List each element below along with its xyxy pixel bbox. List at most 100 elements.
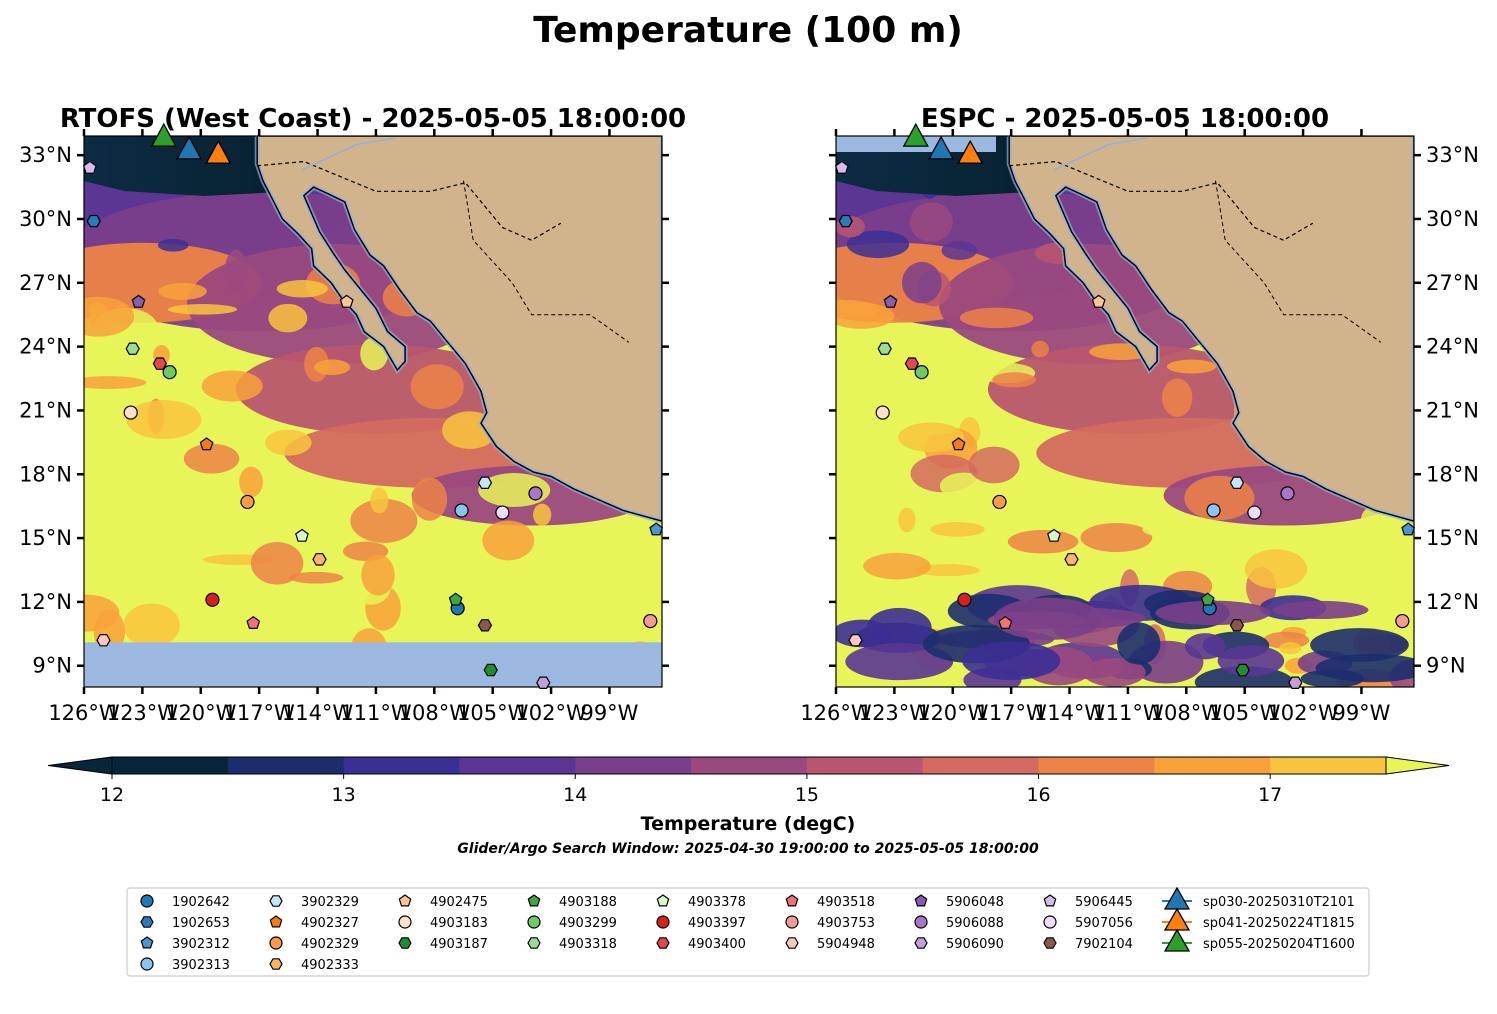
colorbar-tick-label: 14: [563, 784, 587, 806]
float-marker-3902329: [1229, 476, 1245, 489]
legend-label: 1902653: [172, 916, 230, 931]
lon-tick-label: 102°W: [515, 701, 587, 725]
float-marker-5904948: [848, 634, 863, 647]
legend-frame: [126, 887, 1370, 977]
temperature-patch: [941, 241, 978, 260]
float-marker-7902104: [477, 619, 493, 632]
legend-label: 4903183: [430, 916, 488, 931]
coastline: [256, 136, 662, 522]
lat-tick-label: 27°N: [19, 271, 72, 295]
temperature-patch: [959, 307, 1034, 329]
lat-tick-label: 15°N: [1426, 526, 1479, 550]
temperature-patch: [909, 202, 953, 242]
lon-tick-label: 126°W: [48, 701, 120, 725]
float-marker-5906445: [834, 160, 849, 174]
colorbar-segment: [691, 757, 808, 774]
legend-label: 7902104: [1075, 937, 1133, 952]
legend-marker-4903183: [398, 915, 412, 929]
temperature-patch: [250, 541, 304, 585]
legend-label: 4903188: [559, 895, 617, 910]
float-marker-4903187: [1235, 663, 1250, 677]
lon-tick-label: 108°W: [399, 701, 471, 725]
colorbar-segment: [575, 757, 692, 774]
lon-tick-label: 123°W: [107, 701, 179, 725]
lat-tick-label: 33°N: [19, 143, 72, 167]
lat-tick-label: 30°N: [1426, 207, 1479, 231]
legend-label: 4903753: [817, 916, 875, 931]
float-marker-4903183: [875, 405, 890, 420]
glider-marker-sp030-20250310T2101: [927, 135, 955, 160]
lat-tick-label: 30°N: [19, 207, 72, 231]
lon-tick-label: 105°W: [457, 701, 529, 725]
state-border: [1215, 180, 1382, 343]
lon-tick-label: 117°W: [223, 701, 295, 725]
temperature-patch: [84, 296, 135, 337]
temperature-patch: [1162, 378, 1193, 417]
no-data-region: [84, 642, 662, 687]
temperature-patch: [183, 443, 240, 474]
float-marker-4903299: [162, 365, 177, 380]
float-marker-4902475: [1091, 294, 1106, 308]
temperature-patch: [1083, 658, 1146, 687]
float-marker-4903378: [295, 528, 309, 542]
float-marker-4902333: [312, 553, 327, 566]
legend-label: 4903397: [688, 916, 746, 931]
temperature-patch: [1184, 633, 1226, 660]
temperature-patch: [370, 487, 389, 514]
colorbar-segment: [1154, 757, 1271, 774]
legend-label: 3902313: [172, 958, 230, 973]
temperature-patch: [411, 477, 448, 521]
temperature-patch: [158, 282, 207, 300]
lon-tick-label: 117°W: [975, 701, 1047, 725]
lat-tick-label: 9°N: [1426, 654, 1466, 678]
colorbar-segment: [112, 757, 229, 774]
colorbar-frame: [111, 756, 1387, 775]
lat-tick-label: 15°N: [19, 526, 72, 550]
float-marker-3902312: [649, 522, 664, 536]
temperature-patch: [482, 520, 535, 561]
temperature-patch: [405, 600, 478, 641]
glider-marker-sp055-20250204T1600: [150, 122, 177, 147]
panel-espc: ESPC - 2025-05-05 18:00:00 126°W123°W120…: [800, 104, 1479, 725]
temperature-patch: [167, 304, 238, 315]
lat-tick-label: 27°N: [1426, 271, 1479, 295]
colorbar-tick-label: 13: [332, 784, 356, 806]
colorbar: 12 13 14 15 16 17: [47, 756, 1450, 806]
float-marker-1902653: [838, 214, 853, 228]
temperature-patch: [836, 619, 893, 648]
temperature-patch: [1031, 340, 1049, 358]
river: [1053, 137, 1148, 171]
glider-marker-sp041-20250224T1815: [957, 139, 984, 164]
temperature-patch: [1080, 522, 1153, 553]
legend-label: 4903299: [559, 916, 617, 931]
float-marker-5906048: [131, 294, 146, 308]
legend-label: 4903518: [817, 895, 875, 910]
lon-tick-label: 114°W: [282, 701, 354, 725]
legend-marker-4903318: [527, 937, 541, 949]
legend-label: 4902475: [430, 895, 488, 910]
legend-marker-4902329: [269, 936, 283, 950]
float-marker-4903318: [877, 342, 892, 355]
temperature-patch: [1244, 549, 1308, 589]
colorbar-segment: [806, 757, 924, 774]
float-marker-3902313: [1206, 503, 1221, 518]
state-border: [463, 180, 630, 343]
panel-rtofs: RTOFS (West Coast) - 2025-05-05 18:00:00…: [19, 104, 686, 725]
legend-label: 5904948: [817, 937, 875, 952]
temperature-patch: [361, 554, 395, 596]
colorbar-segment: [1270, 757, 1387, 774]
legend-label: 4903318: [559, 937, 617, 952]
legend-label: 1902642: [172, 895, 230, 910]
legend-marker-5906048: [914, 894, 928, 907]
temperature-patch: [1217, 645, 1285, 677]
legend-marker-3902313: [140, 957, 154, 971]
legend-marker-4903397: [656, 915, 670, 929]
temperature-patch: [314, 359, 351, 375]
legend-label: 3902329: [301, 895, 359, 910]
colorbar-segment: [1038, 757, 1155, 774]
legend-label: sp055-20250204T1600: [1203, 937, 1355, 952]
temperature-patch: [224, 249, 248, 293]
colorbar-segment: [459, 757, 576, 774]
country-border: [257, 160, 562, 241]
